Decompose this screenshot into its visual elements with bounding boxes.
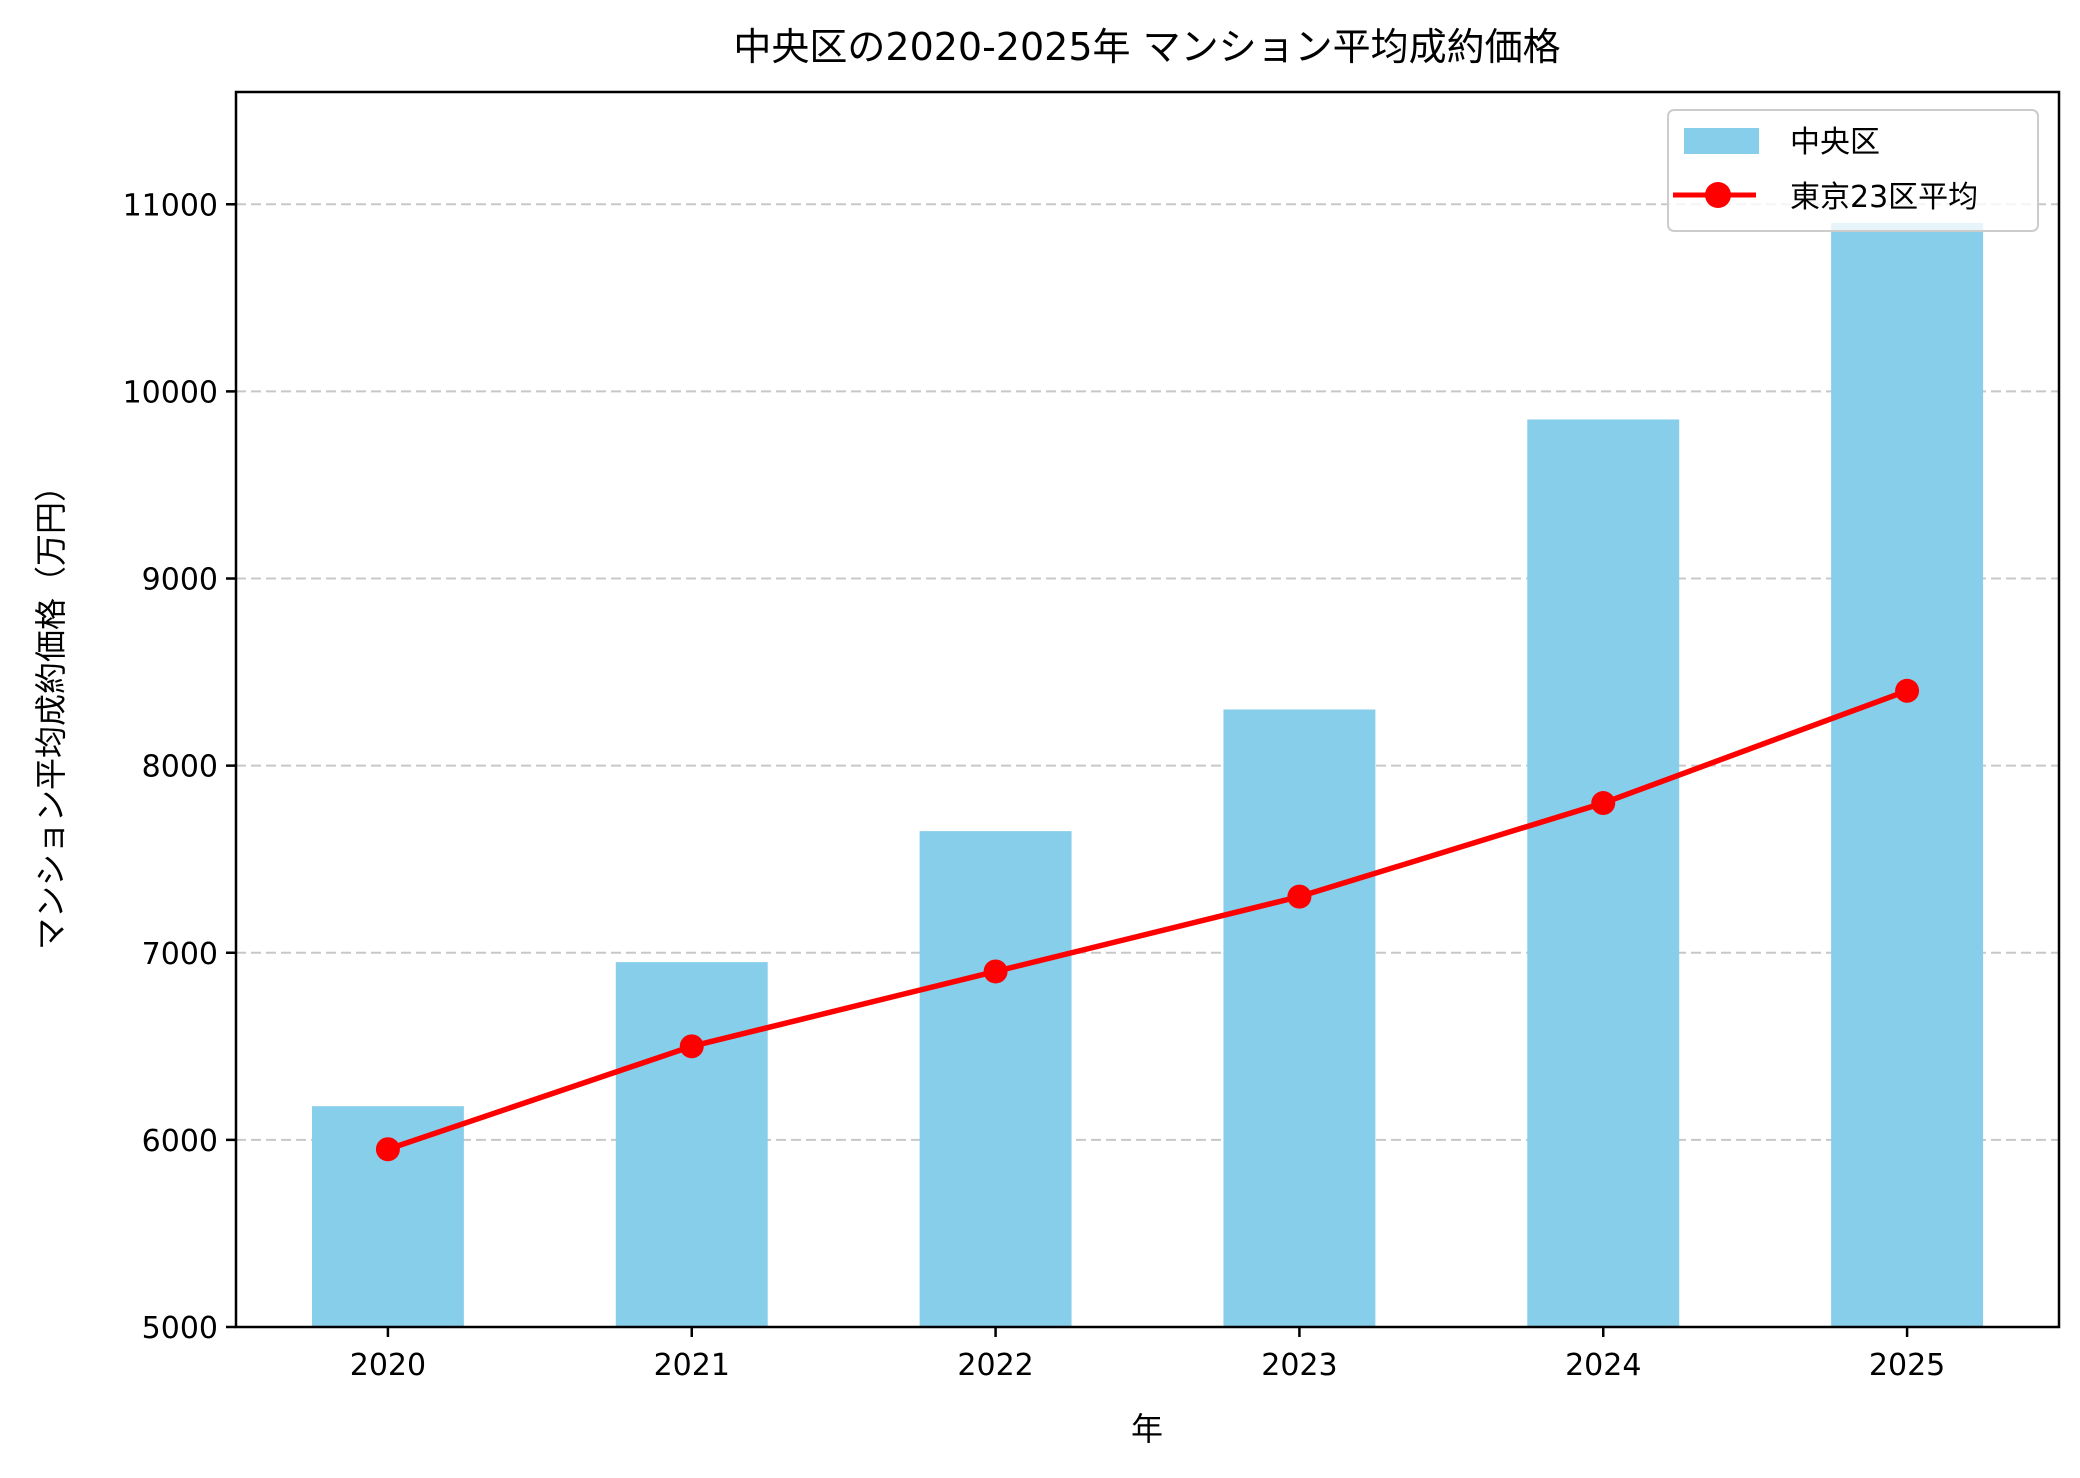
y-tick-label: 6000 <box>142 1124 218 1159</box>
line-point-2022 <box>983 959 1008 984</box>
y-tick-label: 8000 <box>142 750 218 785</box>
chart-title: 中央区の2020-2025年 マンション平均成約価格 <box>733 25 1560 69</box>
legend-swatch-marker <box>1705 182 1731 208</box>
legend-label-bar: 中央区 <box>1790 125 1880 160</box>
bar-2021 <box>615 962 768 1327</box>
x-tick-label: 2020 <box>350 1348 426 1383</box>
y-tick-label: 5000 <box>142 1311 218 1346</box>
bar-2022 <box>919 831 1072 1327</box>
x-tick-label: 2023 <box>1261 1348 1337 1383</box>
x-tick-label: 2025 <box>1869 1348 1945 1383</box>
series-line <box>387 688 1909 1152</box>
bar-2023 <box>1223 709 1376 1327</box>
x-axis-label: 年 <box>1131 1410 1163 1448</box>
y-axis-label: マンション平均成約価格（万円） <box>32 470 70 950</box>
bar-2024 <box>1527 419 1680 1327</box>
x-tick-label: 2024 <box>1565 1348 1641 1383</box>
y-tick-label: 9000 <box>142 563 218 598</box>
legend-frame <box>1667 109 2039 232</box>
y-tick-label: 10000 <box>123 375 218 410</box>
x-tick-label: 2022 <box>957 1348 1033 1383</box>
line-point-2023 <box>1287 884 1312 909</box>
legend-label-line: 東京23区平均 <box>1790 180 1978 215</box>
line-point-2025 <box>1895 678 1920 703</box>
bar-2025 <box>1831 222 1984 1327</box>
y-tick-label: 7000 <box>142 937 218 972</box>
line-point-2024 <box>1591 791 1616 816</box>
legend-swatch-bar <box>1684 128 1759 154</box>
x-tick-label: 2021 <box>654 1348 730 1383</box>
y-tick-label: 11000 <box>123 188 218 223</box>
plot-frame <box>234 90 2061 1329</box>
line-point-2021 <box>679 1034 704 1059</box>
legend: 中央区 東京23区平均 <box>1667 109 2039 232</box>
line-point-2020 <box>375 1137 400 1162</box>
